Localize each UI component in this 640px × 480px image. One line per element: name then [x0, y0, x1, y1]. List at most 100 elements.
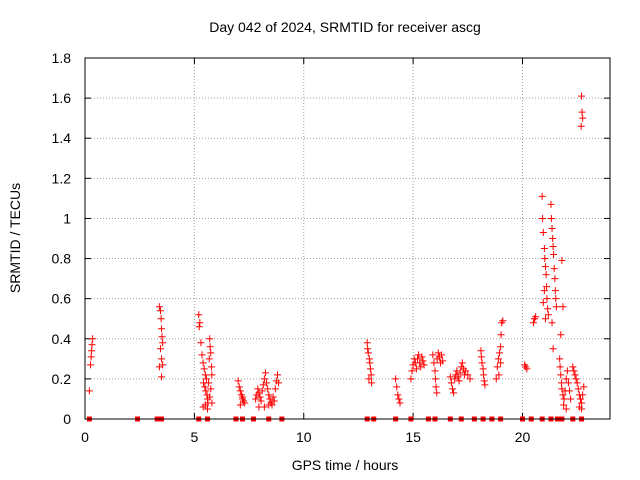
data-point: [477, 347, 485, 355]
data-point: [497, 359, 505, 367]
tick-labels: 0 0.2 0.4 0.6 0.8 1 1.2 1.4 1.6 1.8 0 5 10 15 20: [52, 50, 531, 445]
data-point: [580, 383, 588, 391]
data-point: [261, 369, 269, 377]
data-point: [573, 379, 581, 387]
data-point: [449, 385, 456, 393]
data-point: [466, 375, 474, 383]
data-point: [197, 339, 205, 347]
data-point: [419, 357, 427, 365]
data-point: [195, 311, 203, 319]
data-point: [265, 401, 273, 409]
data-point: [201, 371, 209, 379]
data-point: [87, 353, 95, 361]
data-point: [207, 363, 215, 371]
y-tick-label: 0: [63, 411, 71, 427]
data-point: [364, 349, 372, 357]
data-point: [541, 255, 549, 263]
data-point: [567, 395, 575, 403]
data-point: [269, 393, 277, 401]
data-point: [256, 393, 264, 401]
y-tick-label: 1.6: [52, 90, 72, 106]
data-point: [557, 331, 565, 339]
data-point: [236, 401, 244, 409]
data-point: [539, 214, 547, 222]
data-point: [431, 375, 439, 383]
y-tick-label: 1: [63, 210, 71, 226]
data-point: [157, 315, 165, 323]
data-point: [366, 365, 374, 373]
data-point: [414, 355, 421, 363]
data-point: [572, 375, 580, 383]
data-point: [557, 371, 565, 379]
data-point: [492, 375, 500, 383]
data-point: [241, 399, 249, 407]
data-point: [270, 397, 278, 405]
x-tick-label: 10: [296, 429, 312, 445]
data-point: [368, 379, 376, 387]
data-point: [432, 383, 440, 391]
y-tick-label: 1.2: [52, 170, 72, 186]
data-point: [202, 375, 210, 383]
data-points: [85, 92, 588, 422]
data-point: [205, 355, 213, 363]
data-point: [564, 379, 572, 387]
data-point: [499, 317, 507, 325]
data-point: [447, 379, 455, 387]
data-point: [497, 331, 505, 339]
data-point: [552, 295, 560, 303]
data-point: [439, 357, 447, 365]
data-point: [420, 361, 428, 369]
data-point: [158, 325, 166, 333]
data-point: [208, 371, 216, 379]
data-point: [566, 387, 574, 395]
data-point: [88, 341, 96, 349]
data-point: [263, 379, 271, 387]
data-point: [458, 359, 466, 367]
data-point: [569, 363, 577, 371]
data-point: [454, 373, 462, 381]
data-point: [549, 345, 557, 353]
data-point: [265, 391, 273, 399]
data-point: [557, 379, 565, 387]
data-point: [260, 375, 268, 383]
data-point: [548, 319, 556, 327]
data-point: [477, 353, 485, 361]
data-point: [418, 353, 426, 361]
data-point: [481, 381, 489, 389]
data-point: [547, 214, 555, 222]
data-point: [158, 373, 166, 381]
data-point: [158, 355, 166, 363]
plot-frame: [84, 57, 611, 420]
data-point: [548, 224, 556, 232]
data-point: [365, 375, 373, 383]
data-point: [478, 359, 486, 367]
data-point: [578, 108, 586, 116]
data-point: [480, 377, 488, 385]
data-point: [558, 257, 566, 265]
axis-ticks: [84, 57, 610, 420]
data-point: [366, 359, 374, 367]
data-point: [205, 379, 213, 387]
data-point: [200, 365, 208, 373]
data-point: [275, 379, 283, 387]
data-point: [207, 349, 215, 357]
data-point: [159, 339, 167, 347]
data-point: [547, 200, 555, 208]
data-point: [562, 375, 570, 383]
data-point: [560, 401, 568, 409]
data-point: [395, 395, 403, 403]
data-point: [206, 393, 214, 401]
data-point: [494, 355, 502, 363]
y-tick-label: 0.6: [52, 291, 72, 307]
y-tick-label: 1.4: [52, 130, 72, 146]
data-point: [156, 345, 164, 353]
data-point: [559, 391, 567, 399]
data-point: [540, 245, 548, 253]
data-point: [563, 367, 571, 375]
data-point: [207, 385, 215, 393]
data-point: [396, 399, 404, 407]
data-point: [497, 343, 505, 351]
data-point: [578, 92, 586, 100]
y-tick-label: 0.4: [52, 331, 72, 347]
